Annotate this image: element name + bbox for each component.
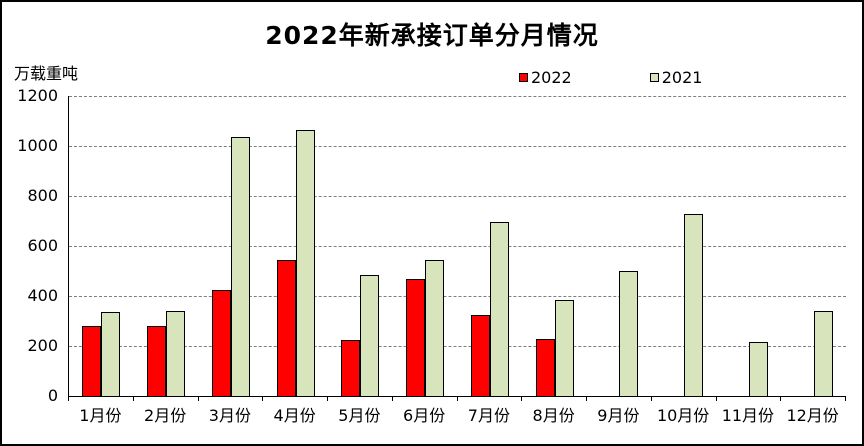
y-tick-label-200: 200 [27, 336, 58, 355]
bar-group-10月份 [652, 96, 717, 396]
y-tick-label-1200: 1200 [17, 86, 58, 105]
x-tick-label-6月份: 6月份 [403, 406, 446, 425]
legend-label-2022: 2022 [531, 68, 572, 87]
bar-2021-4月份 [295, 129, 315, 396]
legend-swatch-2022 [519, 73, 528, 82]
gridline-800 [69, 196, 846, 197]
gridline-200 [69, 346, 846, 347]
legend: 2022 2021 [519, 68, 702, 87]
x-axis-tick [586, 396, 587, 401]
bar-2022-8月份 [535, 338, 555, 396]
bar-group-9月份 [587, 96, 652, 396]
legend-label-2021: 2021 [661, 68, 703, 87]
bar-2021-11月份 [748, 342, 768, 396]
y-tick-label-600: 600 [27, 236, 58, 255]
x-axis-tick [132, 396, 134, 401]
bar-2021-3月份 [230, 137, 250, 396]
bar-group-4月份 [263, 96, 328, 396]
y-axis-tick-labels: 0 200 400 600 800 1000 1200 [2, 87, 58, 405]
bar-2022-1月份 [82, 326, 102, 396]
bar-group-6月份 [393, 96, 458, 396]
x-axis-tick [68, 396, 69, 401]
x-axis-tick [391, 396, 393, 401]
x-axis-tick [262, 396, 264, 401]
bar-2022-4月份 [276, 259, 296, 396]
bar-group-8月份 [522, 96, 587, 396]
bar-group-12月份 [781, 96, 846, 396]
bar-groups [69, 96, 846, 396]
y-axis-unit-label: 万载重吨 [14, 64, 79, 83]
bar-2021-12月份 [813, 311, 833, 396]
bar-group-1月份 [69, 96, 134, 396]
x-tick-label-8月份: 8月份 [532, 406, 575, 425]
bar-2021-6月份 [425, 259, 445, 396]
x-axis-tick-labels: 1月份 2月份 3月份 4月份 5月份 6月份 7月份 8月份 9月份 10月份 11月份 12月份 [68, 402, 845, 426]
bar-2022-6月份 [406, 278, 426, 396]
chart-title: 2022年新承接订单分月情况 [265, 21, 599, 50]
y-tick-label-800: 800 [27, 186, 58, 205]
y-tick-label-400: 400 [27, 286, 58, 305]
x-axis-tick [845, 396, 846, 401]
bar-2022-7月份 [470, 314, 490, 396]
x-tick-label-11月份: 11月份 [721, 406, 775, 425]
x-axis-tick [197, 396, 199, 401]
y-tick-label-1000: 1000 [17, 136, 58, 155]
bar-2021-5月份 [360, 274, 380, 396]
x-axis-tick [780, 396, 782, 401]
bar-2021-2月份 [166, 311, 186, 396]
bar-2021-9月份 [619, 271, 639, 396]
bar-group-11月份 [717, 96, 782, 396]
x-axis-tick [715, 396, 717, 401]
x-tick-label-3月份: 3月份 [208, 406, 251, 425]
legend-swatch-2021 [649, 73, 659, 82]
bar-2022-5月份 [341, 339, 361, 396]
x-tick-label-2月份: 2月份 [144, 406, 187, 425]
bar-group-5月份 [328, 96, 393, 396]
bar-2021-10月份 [684, 213, 704, 396]
bar-2021-7月份 [489, 222, 509, 396]
x-tick-label-10月份: 10月份 [656, 406, 710, 425]
x-tick-label-7月份: 7月份 [467, 406, 510, 425]
x-axis-tick [521, 396, 523, 401]
y-tick-label-0: 0 [47, 386, 58, 405]
bar-group-2月份 [134, 96, 199, 396]
x-tick-label-9月份: 9月份 [597, 406, 640, 425]
x-tick-label-4月份: 4月份 [273, 406, 316, 425]
gridline-600 [69, 246, 846, 247]
x-tick-label-5月份: 5月份 [338, 406, 381, 425]
bar-2022-3月份 [211, 289, 231, 396]
bar-2021-8月份 [554, 299, 574, 396]
x-axis-tick [456, 396, 458, 401]
bar-group-3月份 [199, 96, 264, 396]
legend-entry-2022: 2022 [519, 68, 572, 87]
bar-2022-2月份 [147, 326, 167, 396]
x-axis-tick [650, 396, 652, 401]
x-axis-tick [327, 396, 328, 401]
gridline-1200 [69, 96, 846, 97]
gridline-1000 [69, 146, 846, 147]
x-tick-label-12月份: 12月份 [786, 406, 839, 425]
legend-entry-2021: 2021 [649, 68, 703, 87]
gridline-400 [69, 296, 846, 297]
x-tick-label-1月份: 1月份 [79, 406, 122, 425]
plot-area [68, 96, 846, 397]
bar-2021-1月份 [101, 312, 121, 396]
bar-group-7月份 [458, 96, 523, 396]
